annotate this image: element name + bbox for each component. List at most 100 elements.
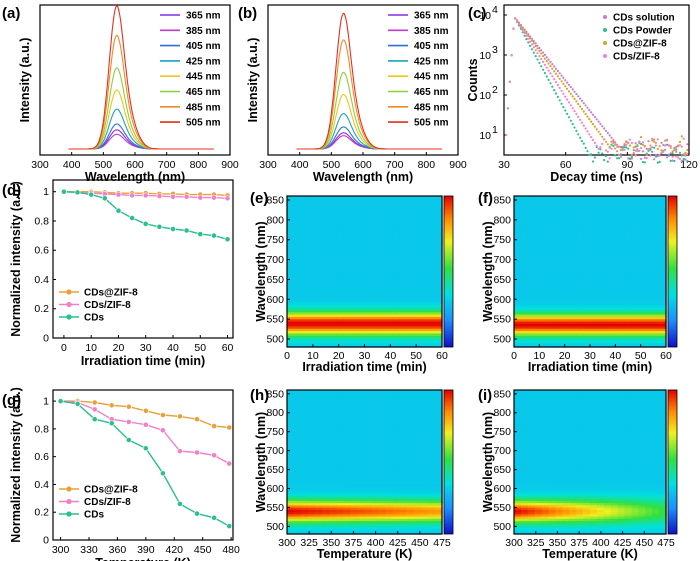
heatmap-cell: [603, 196, 612, 199]
heatmap-cell: [308, 475, 316, 479]
heatmap-cell: [329, 446, 337, 450]
heatmap-cell: [287, 405, 295, 409]
heatmap-cell: [343, 423, 352, 427]
heatmap-cell: [301, 290, 309, 294]
heatmap-cell: [308, 392, 316, 396]
heatmap-cell: [364, 403, 373, 407]
heatmap-cell: [590, 231, 598, 235]
heatmap-cell: [287, 500, 295, 504]
heatmap-cell: [659, 259, 667, 263]
heatmap-cell: [336, 245, 344, 249]
heatmap-cell: [392, 464, 401, 468]
heatmap-cell: [315, 257, 323, 261]
data-point: [129, 192, 135, 199]
heatmap-cell: [371, 229, 380, 232]
heatmap-cell: [392, 396, 401, 400]
x-tick-label: 50: [194, 342, 206, 354]
heatmap-cell: [569, 259, 577, 263]
heatmap-cell: [371, 459, 380, 463]
heatmap-cell: [336, 269, 344, 273]
heatmap-cell: [406, 212, 415, 216]
heatmap-cell: [555, 302, 563, 306]
data-point: [619, 148, 622, 151]
heatmap-cell: [603, 313, 612, 317]
heatmap-cell: [301, 297, 309, 301]
heatmap-cell: [541, 339, 550, 343]
data-point: [601, 152, 604, 155]
heatmap-cell: [645, 318, 653, 322]
heatmap-cell: [652, 344, 660, 348]
heatmap-cell: [617, 266, 626, 270]
heatmap-cell: [569, 217, 577, 221]
legend-marker: [66, 314, 72, 320]
heatmap-cell: [364, 484, 373, 488]
heatmap-cell: [548, 262, 557, 266]
x-tick-label: 450: [194, 544, 212, 556]
heatmap-cell: [520, 226, 529, 230]
heatmap-cell: [434, 432, 443, 436]
heatmap-cell: [590, 332, 598, 336]
heatmap-cell: [596, 283, 605, 287]
heatmap-cell: [576, 205, 584, 209]
heatmap-cell: [534, 309, 543, 313]
heatmap-cell: [631, 252, 639, 256]
heatmap-cell: [631, 233, 639, 237]
heatmap-cell: [378, 414, 387, 418]
heatmap-cell: [555, 295, 563, 299]
heatmap-cell: [399, 394, 408, 398]
data-point: [575, 100, 578, 103]
heatmap-cell: [624, 330, 633, 334]
heatmap-cell: [301, 236, 309, 240]
heatmap-cell: [385, 473, 394, 477]
data-point: [525, 34, 528, 37]
heatmap-cell: [336, 273, 344, 277]
heatmap-cell: [596, 252, 605, 256]
heatmap-cell: [659, 254, 667, 258]
heatmap-cell: [610, 344, 619, 348]
heatmap-cell: [576, 335, 584, 339]
heatmap-cell: [336, 509, 344, 513]
heatmap-cell: [378, 306, 387, 310]
heatmap-cell: [434, 247, 443, 251]
heatmap-cell: [520, 323, 529, 327]
heatmap-cell: [399, 403, 408, 407]
heatmap-cell: [329, 493, 337, 497]
heatmap-cell: [527, 273, 536, 277]
heatmap-cell: [583, 302, 591, 306]
heatmap-cell: [385, 283, 394, 287]
heatmap-cell: [350, 430, 359, 434]
heatmap-cell: [624, 245, 633, 249]
heatmap-cell: [427, 417, 436, 420]
heatmap-cell: [378, 214, 387, 218]
data-point: [660, 151, 663, 154]
heatmap-cell: [569, 325, 577, 329]
heatmap-cell: [652, 285, 660, 289]
heatmap-cell: [555, 219, 563, 223]
heatmap-cell: [350, 207, 359, 211]
heatmap-cell: [427, 471, 436, 474]
heatmap-cell: [548, 236, 557, 240]
heatmap-cell: [652, 269, 660, 273]
heatmap-cell: [520, 337, 529, 341]
data-point: [678, 157, 682, 160]
heatmap-cell: [294, 441, 302, 445]
heatmap-cell: [645, 217, 653, 221]
heatmap-cell: [631, 330, 639, 334]
data-point: [595, 128, 598, 131]
heatmap-cell: [315, 473, 323, 477]
heatmap-cell: [427, 257, 436, 261]
heatmap-cell: [548, 200, 557, 204]
heatmap-cell: [329, 342, 337, 346]
heatmap-cell: [645, 328, 653, 332]
heatmap-cell: [399, 271, 408, 275]
heatmap-cell: [301, 500, 309, 504]
heatmap-cell: [385, 437, 394, 441]
heatmap-cell: [287, 233, 295, 237]
heatmap-cell: [548, 233, 557, 237]
heatmap-cell: [385, 450, 394, 454]
data-point: [640, 146, 643, 150]
heatmap-cell: [329, 302, 337, 306]
heatmap-cell: [514, 245, 522, 249]
heatmap-cell: [413, 489, 422, 492]
heatmap-cell: [420, 236, 429, 240]
